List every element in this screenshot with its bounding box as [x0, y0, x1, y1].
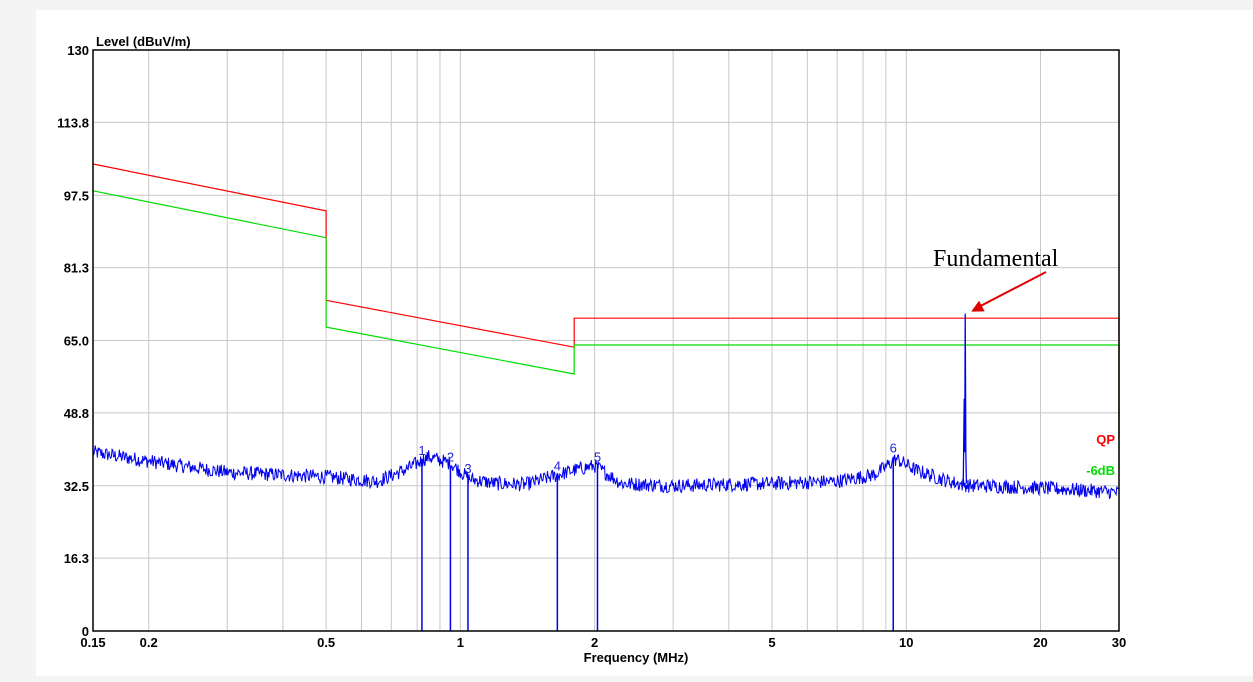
x-tick-label: 10 [899, 635, 913, 650]
y-tick-label: 113.8 [57, 115, 89, 130]
marker-label: 2 [447, 450, 454, 465]
marker-label: 6 [890, 441, 897, 456]
y-tick-label: 65.0 [64, 334, 89, 349]
series [92, 163, 1120, 499]
y-tick-label: 97.5 [64, 188, 89, 203]
x-axis-label: Frequency (MHz) [584, 650, 689, 665]
marker-label: 3 [464, 461, 471, 476]
x-tick-label: 5 [768, 635, 775, 650]
grid [93, 50, 1119, 631]
x-tick-label: 2 [591, 635, 598, 650]
annotation-arrowhead [971, 300, 985, 312]
y-axis-label: Level (dBuV/m) [96, 34, 191, 49]
annotation: Fundamental [933, 246, 1059, 312]
chart-frame: 0 16.3 32.5 48.8 65.0 81.3 97.5 113.8 130 0.15 0.2… [36, 10, 1253, 676]
y-tick-label: 16.3 [64, 551, 89, 566]
measurement-trace [92, 445, 1119, 499]
x-tick-label: 30 [1112, 635, 1126, 650]
y-tick-label: 130 [67, 43, 89, 58]
x-tick-label: 0.5 [317, 635, 335, 650]
x-tick-label: 0.2 [140, 635, 158, 650]
legend: QP -6dB [1086, 432, 1115, 478]
marker-label: 5 [594, 450, 601, 465]
legend-entry: QP [1096, 432, 1115, 447]
y-tick-label: 48.8 [64, 406, 89, 421]
y-tick-label: 32.5 [64, 479, 89, 494]
legend-entry: -6dB [1086, 463, 1115, 478]
x-tick-label: 0.15 [80, 635, 105, 650]
x-tick-label: 20 [1033, 635, 1047, 650]
fundamental-annotation: Fundamental [933, 246, 1059, 272]
fundamental-peak [962, 313, 968, 486]
y-tick-label: 0 [82, 624, 89, 639]
markers: 1 23 456 [418, 441, 897, 631]
plot-border [92, 49, 1120, 632]
y-tick-label: 81.3 [64, 261, 89, 276]
marker-label: 1 [418, 443, 425, 458]
annotation-arrow [976, 271, 1047, 309]
marker-label: 4 [554, 459, 561, 474]
x-tick-label: 1 [457, 635, 464, 650]
